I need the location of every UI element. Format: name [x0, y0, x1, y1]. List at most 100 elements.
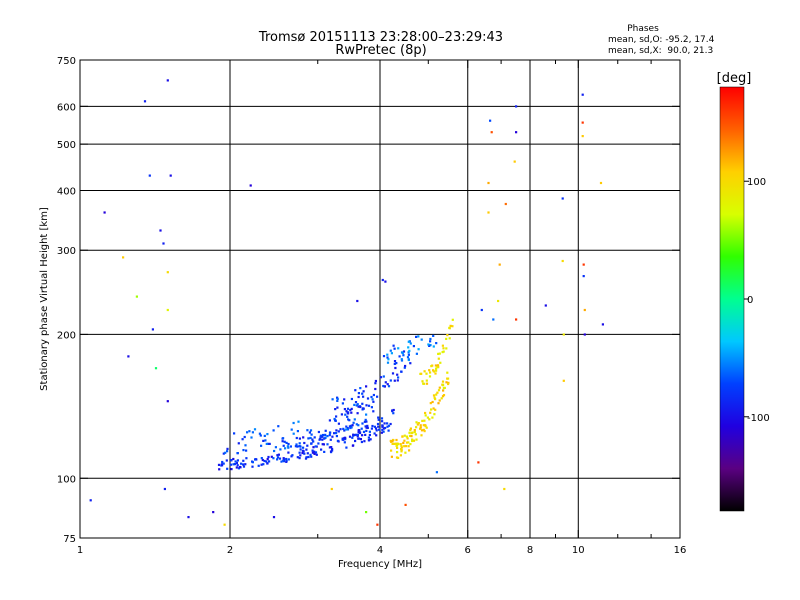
data-point [403, 445, 406, 448]
y-tick-label: 200 [57, 330, 76, 341]
data-point [265, 460, 268, 463]
data-point [435, 471, 438, 474]
data-point [408, 349, 411, 352]
data-point [369, 438, 372, 441]
phase-stats-o: mean, sd,O: -95.2, 17.4 [608, 35, 715, 45]
data-point [446, 377, 449, 380]
data-point [375, 429, 378, 432]
data-point [333, 432, 336, 435]
data-point [237, 442, 240, 445]
data-point [401, 435, 404, 438]
data-point [151, 328, 154, 331]
data-point [435, 393, 438, 396]
data-point [270, 455, 273, 458]
data-point [365, 426, 368, 429]
data-point [262, 463, 265, 466]
data-point [379, 376, 383, 379]
data-point [290, 428, 293, 431]
data-point [162, 242, 165, 245]
data-point [364, 418, 367, 421]
data-point [429, 411, 432, 414]
data-point [366, 426, 369, 429]
data-point [266, 433, 269, 436]
data-point [365, 429, 368, 432]
data-point [299, 454, 302, 457]
data-point [382, 430, 385, 433]
data-point [251, 431, 254, 434]
data-point [261, 458, 264, 462]
data-point [561, 259, 564, 263]
x-tick-label: 10 [572, 545, 585, 556]
data-point [389, 422, 392, 426]
data-point [335, 435, 338, 438]
data-point [345, 425, 348, 428]
data-point [435, 369, 438, 372]
data-point [322, 443, 325, 446]
data-point [386, 383, 389, 386]
data-point [419, 426, 422, 429]
data-point [308, 431, 311, 434]
data-point [296, 456, 299, 459]
colorbar-tick-label: -100 [747, 413, 770, 424]
data-point [323, 450, 326, 453]
axis-ticks: 1 2 4 6 8 10 16 75 100 200 300 400 500 600 750 [57, 56, 686, 556]
data-point [390, 352, 393, 355]
data-point [432, 407, 435, 410]
data-point [244, 463, 247, 466]
data-point [163, 487, 166, 491]
data-point [166, 79, 169, 82]
data-point [390, 440, 393, 443]
data-point [148, 174, 151, 177]
data-point [348, 425, 351, 428]
data-point [376, 523, 379, 526]
data-point [407, 346, 410, 349]
data-point [313, 436, 316, 439]
data-point [312, 440, 315, 443]
data-point [242, 463, 245, 466]
data-point [329, 450, 333, 453]
data-point [438, 352, 441, 355]
data-point [441, 395, 445, 398]
data-point [437, 352, 440, 355]
data-point [310, 455, 313, 458]
data-point [356, 403, 359, 406]
data-point [367, 439, 370, 442]
data-point [425, 382, 429, 385]
data-point [415, 421, 418, 424]
data-point [561, 197, 564, 200]
data-point [406, 356, 410, 359]
data-point [263, 434, 266, 437]
data-point [432, 345, 435, 348]
data-point [282, 437, 285, 440]
data-point [260, 457, 263, 460]
data-point [329, 438, 332, 441]
data-point [313, 452, 316, 455]
data-point [407, 445, 410, 448]
data-point [438, 399, 441, 402]
data-point [373, 425, 376, 428]
data-point [414, 433, 417, 436]
data-point [432, 370, 435, 373]
data-point [353, 433, 356, 437]
data-point [397, 376, 400, 379]
data-point [397, 442, 400, 446]
data-point [282, 444, 285, 447]
data-point [224, 451, 227, 454]
data-point [350, 407, 353, 410]
data-point [226, 450, 229, 453]
x-tick-label: 4 [377, 545, 383, 556]
data-point [376, 395, 379, 398]
data-point [236, 452, 239, 455]
data-point [345, 428, 348, 431]
x-tick-label: 6 [465, 545, 471, 556]
data-point [258, 432, 261, 435]
data-point [398, 355, 401, 358]
data-point [314, 451, 318, 454]
data-point [449, 324, 452, 327]
data-point [287, 451, 290, 454]
data-point [393, 379, 396, 382]
data-point [601, 323, 604, 326]
data-point [382, 384, 385, 388]
data-point [434, 364, 437, 367]
data-point [433, 396, 436, 399]
